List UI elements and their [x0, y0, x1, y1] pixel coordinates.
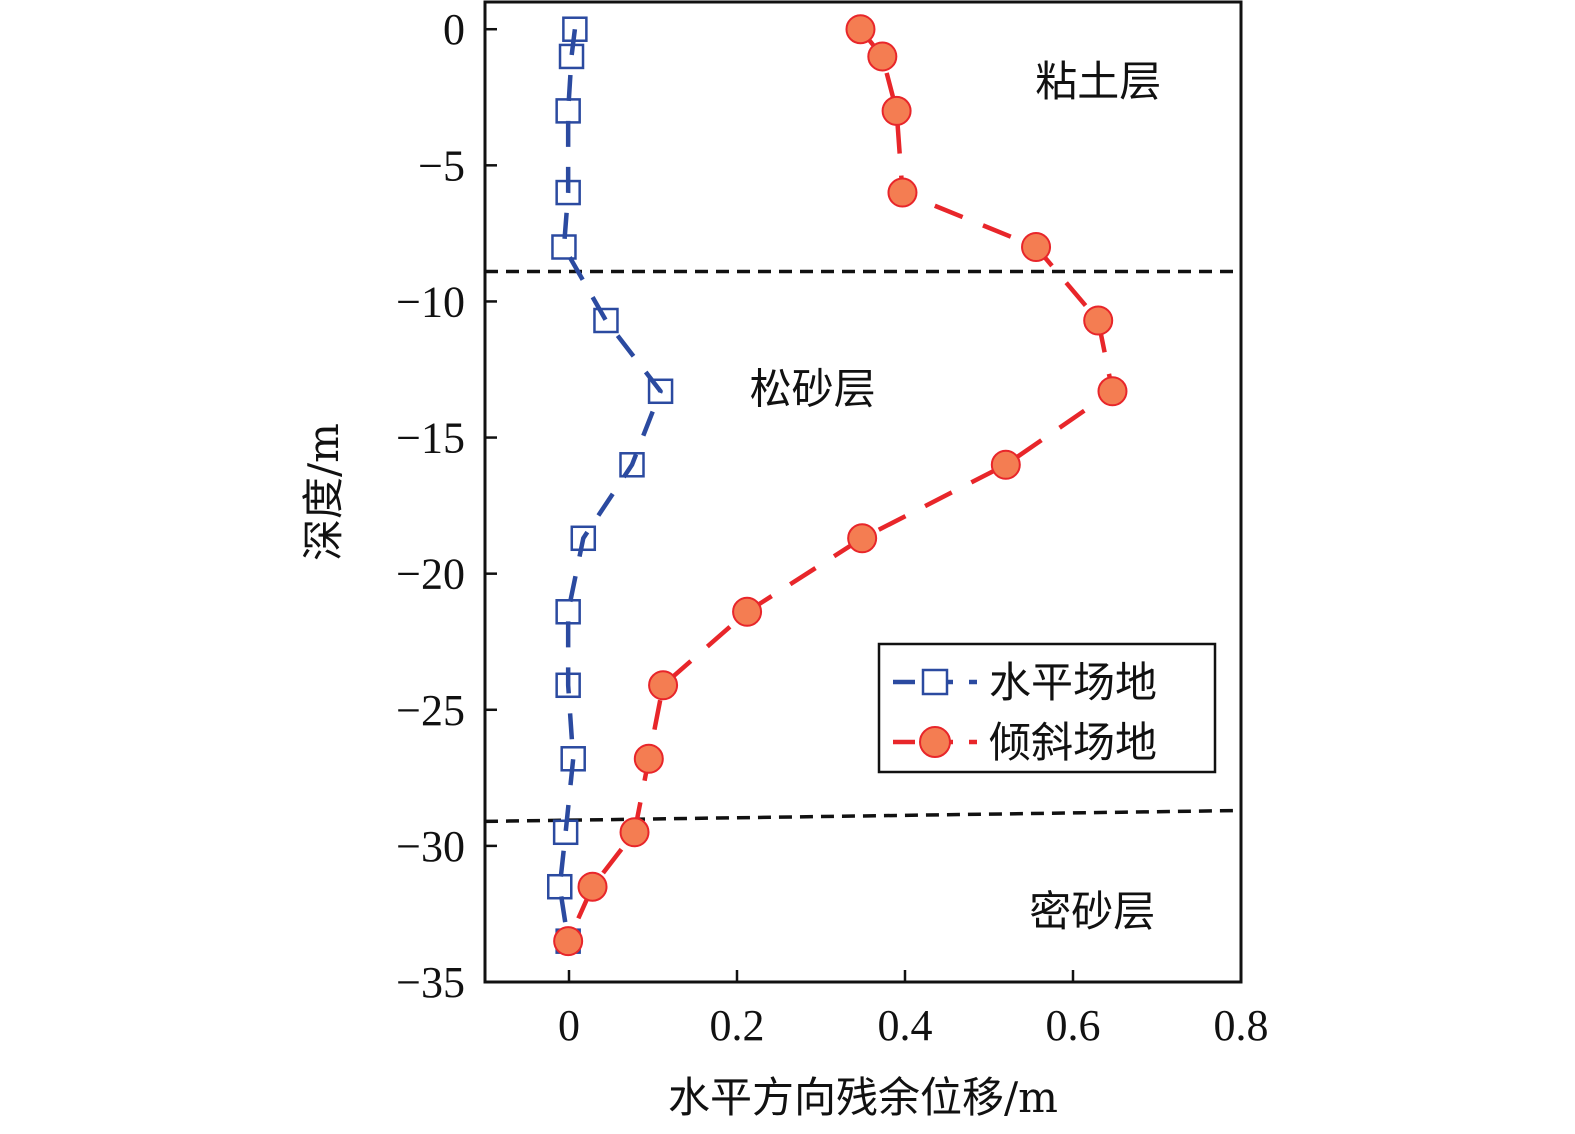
x-tick-label: 0.8 — [1214, 1001, 1269, 1050]
level-site-point-marker — [560, 746, 586, 772]
sloped-site-point-marker — [881, 95, 912, 126]
soil-layer-label: 粘土层 — [1035, 57, 1161, 106]
x-axis-title: 水平方向残余位移/m — [668, 1073, 1058, 1122]
level-site-series-line — [557, 28, 663, 942]
sloped-site-point-marker — [553, 926, 584, 957]
y-tick-label: −25 — [396, 686, 465, 735]
level-site-point-marker — [555, 672, 581, 699]
soil-layer-label: 密砂层 — [1029, 887, 1155, 936]
y-tick-label: −35 — [396, 958, 465, 1007]
y-tick-label: −5 — [418, 141, 465, 190]
x-tick-label: 0.2 — [710, 1001, 765, 1050]
sloped-site-point-marker — [845, 14, 876, 45]
ticks-layer: 0 0.2 0.4 0.6 0.8 0 −5 −10 −15 −20 −25 −30 −35 — [396, 5, 1268, 1050]
level-site-point-marker — [619, 452, 645, 478]
level-site-point-marker — [555, 599, 581, 625]
y-tick-label: −30 — [396, 822, 465, 871]
level-site-point-marker — [555, 179, 581, 206]
level-site-point-marker — [570, 525, 597, 552]
level-site-point-marker — [547, 873, 573, 900]
y-tick-label: 0 — [443, 5, 465, 54]
level-site-legend-label: 水平场地 — [989, 658, 1157, 707]
level-site-point-marker — [558, 43, 585, 70]
y-axis-title: 深度/m — [299, 423, 348, 561]
sloped-site-point-marker — [887, 177, 918, 208]
sloped-site-legend-label: 倾斜场地 — [989, 718, 1157, 767]
sloped-site-point-marker — [633, 743, 664, 774]
sloped-site-point-marker — [732, 596, 763, 627]
sloped-site-point-marker — [990, 449, 1021, 480]
sloped-site-point-marker — [1097, 376, 1128, 407]
level-site-point-marker — [593, 307, 619, 334]
y-tick-label: −15 — [396, 414, 465, 463]
y-tick-label: −10 — [396, 277, 465, 326]
level-site-legend-marker — [921, 668, 949, 696]
sloped-site-point-marker — [648, 670, 679, 701]
sloped-site-series-line — [566, 27, 1115, 943]
sloped-site-point-marker — [1083, 305, 1114, 336]
x-tick-label: 0 — [558, 1001, 580, 1050]
layer-boundary-line — [484, 808, 1242, 824]
level-site-point-marker — [562, 16, 588, 42]
x-tick-label: 0.6 — [1046, 1001, 1101, 1050]
sloped-site-point-marker — [867, 41, 898, 72]
level-site-point-marker — [552, 819, 579, 846]
plot-layer — [484, 14, 1242, 957]
plot-frame — [483, 0, 1243, 984]
sloped-site-legend-marker — [919, 726, 951, 758]
level-site-point-marker — [551, 234, 577, 260]
sloped-site-point-marker — [847, 523, 878, 554]
y-tick-label: −20 — [396, 550, 465, 599]
level-site-point-marker — [647, 378, 674, 405]
sloped-site-point-marker — [1021, 232, 1052, 262]
sloped-site-point-marker — [619, 817, 650, 848]
sloped-site-point-marker — [577, 871, 608, 902]
x-tick-label: 0.4 — [878, 1001, 933, 1050]
soil-layer-label: 松砂层 — [750, 365, 876, 414]
level-site-point-marker — [555, 98, 581, 124]
